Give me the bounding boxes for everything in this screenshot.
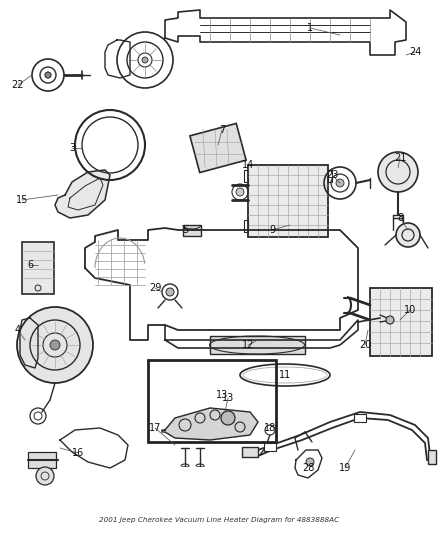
Bar bbox=[28, 452, 56, 468]
Text: 21: 21 bbox=[394, 153, 406, 163]
Polygon shape bbox=[55, 170, 110, 218]
Bar bbox=[190, 124, 246, 173]
Bar bbox=[354, 414, 366, 422]
Bar bbox=[22, 242, 54, 294]
Text: 5: 5 bbox=[182, 225, 188, 235]
Bar bbox=[370, 288, 432, 356]
Text: 4: 4 bbox=[15, 325, 21, 335]
Text: 16: 16 bbox=[72, 448, 84, 458]
Text: 13: 13 bbox=[216, 390, 228, 400]
Text: 12: 12 bbox=[242, 340, 254, 350]
Text: 14: 14 bbox=[242, 160, 254, 170]
Circle shape bbox=[306, 458, 314, 466]
Text: 28: 28 bbox=[302, 463, 314, 473]
Bar bbox=[428, 450, 436, 464]
Bar bbox=[328, 170, 332, 182]
Text: 3: 3 bbox=[69, 143, 75, 153]
Circle shape bbox=[166, 288, 174, 296]
Circle shape bbox=[17, 307, 93, 383]
Text: 7: 7 bbox=[219, 125, 225, 135]
Text: 22: 22 bbox=[12, 80, 24, 90]
Text: 19: 19 bbox=[339, 463, 351, 473]
Text: 24: 24 bbox=[409, 47, 421, 57]
Circle shape bbox=[336, 179, 344, 187]
Polygon shape bbox=[162, 408, 258, 440]
Circle shape bbox=[50, 340, 60, 350]
Circle shape bbox=[378, 152, 418, 192]
Text: 10: 10 bbox=[404, 305, 416, 315]
Text: 29: 29 bbox=[149, 283, 161, 293]
Circle shape bbox=[396, 223, 420, 247]
Text: 1: 1 bbox=[307, 23, 313, 33]
Bar bbox=[183, 225, 201, 236]
Bar bbox=[244, 170, 248, 182]
Circle shape bbox=[386, 316, 394, 324]
Text: 8: 8 bbox=[397, 213, 403, 223]
Text: 2001 Jeep Cherokee Vacuum Line Heater Diagram for 4883888AC: 2001 Jeep Cherokee Vacuum Line Heater Di… bbox=[99, 517, 339, 523]
Text: 9: 9 bbox=[269, 225, 275, 235]
Circle shape bbox=[45, 72, 51, 78]
Text: 11: 11 bbox=[279, 370, 291, 380]
Text: 18: 18 bbox=[264, 423, 276, 433]
Text: 17: 17 bbox=[149, 423, 161, 433]
Text: 13: 13 bbox=[222, 393, 234, 403]
Circle shape bbox=[236, 188, 244, 196]
Bar bbox=[148, 360, 276, 442]
Bar bbox=[248, 165, 328, 237]
Text: 20: 20 bbox=[359, 340, 371, 350]
Bar bbox=[244, 220, 248, 232]
Bar bbox=[242, 447, 258, 457]
Circle shape bbox=[221, 411, 235, 425]
Text: 15: 15 bbox=[16, 195, 28, 205]
Circle shape bbox=[142, 57, 148, 63]
Text: 23: 23 bbox=[326, 170, 338, 180]
Circle shape bbox=[36, 467, 54, 485]
Text: 6: 6 bbox=[27, 260, 33, 270]
Bar bbox=[264, 443, 276, 451]
Bar bbox=[210, 336, 305, 354]
